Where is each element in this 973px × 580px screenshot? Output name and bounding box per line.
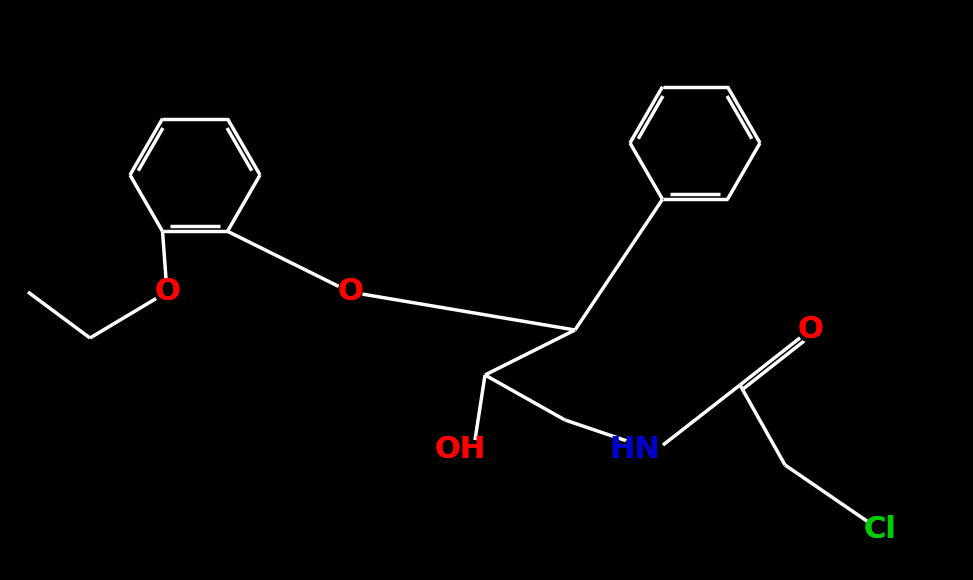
Text: Cl: Cl [864, 516, 896, 545]
Text: O: O [797, 316, 823, 345]
Circle shape [623, 438, 647, 462]
Text: OH: OH [434, 436, 486, 465]
Circle shape [155, 280, 179, 304]
Text: O: O [797, 316, 823, 345]
Text: OH: OH [434, 436, 486, 465]
Text: O: O [154, 277, 180, 306]
Text: HN: HN [610, 436, 661, 465]
Circle shape [868, 518, 892, 542]
Text: O: O [337, 277, 363, 306]
Circle shape [448, 438, 472, 462]
Circle shape [798, 318, 822, 342]
Circle shape [338, 280, 362, 304]
Text: Cl: Cl [864, 516, 896, 545]
Text: HN: HN [610, 436, 661, 465]
Text: O: O [154, 277, 180, 306]
Text: O: O [337, 277, 363, 306]
